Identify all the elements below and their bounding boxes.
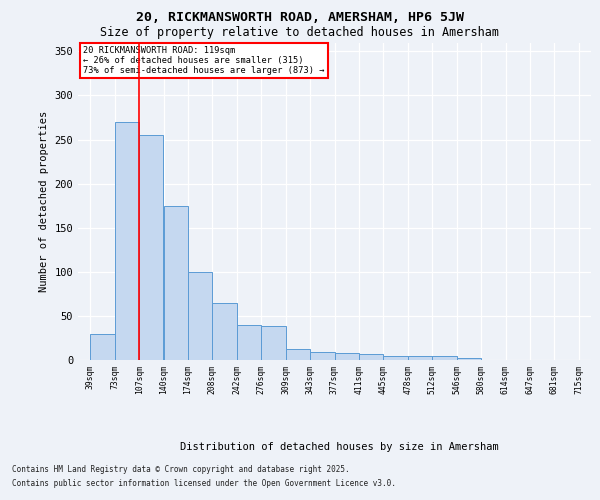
Text: Size of property relative to detached houses in Amersham: Size of property relative to detached ho… (101, 26, 499, 39)
Bar (408, 356, 432, 360)
Text: Distribution of detached houses by size in Amersham: Distribution of detached houses by size … (179, 442, 499, 452)
Y-axis label: Number of detached properties: Number of detached properties (39, 110, 49, 292)
Bar (139, 135, 163, 360)
Bar (188, 272, 212, 360)
Bar (432, 356, 457, 360)
Text: 20, RICKMANSWORTH ROAD, AMERSHAM, HP6 5JW: 20, RICKMANSWORTH ROAD, AMERSHAM, HP6 5J… (136, 11, 464, 24)
Bar (286, 348, 310, 360)
Bar (212, 302, 237, 360)
Bar (163, 206, 188, 360)
Text: 20 RICKMANSWORTH ROAD: 119sqm
← 26% of detached houses are smaller (315)
73% of : 20 RICKMANSWORTH ROAD: 119sqm ← 26% of d… (83, 46, 325, 76)
Bar (359, 354, 383, 360)
Bar (383, 356, 408, 360)
Text: Contains public sector information licensed under the Open Government Licence v3: Contains public sector information licen… (12, 479, 396, 488)
Text: Contains HM Land Registry data © Crown copyright and database right 2025.: Contains HM Land Registry data © Crown c… (12, 466, 350, 474)
Bar (237, 324, 261, 360)
Bar (310, 352, 335, 360)
Bar (335, 353, 359, 360)
Bar (115, 122, 139, 360)
Bar (457, 358, 481, 360)
Bar (90, 334, 115, 360)
Bar (261, 326, 286, 360)
